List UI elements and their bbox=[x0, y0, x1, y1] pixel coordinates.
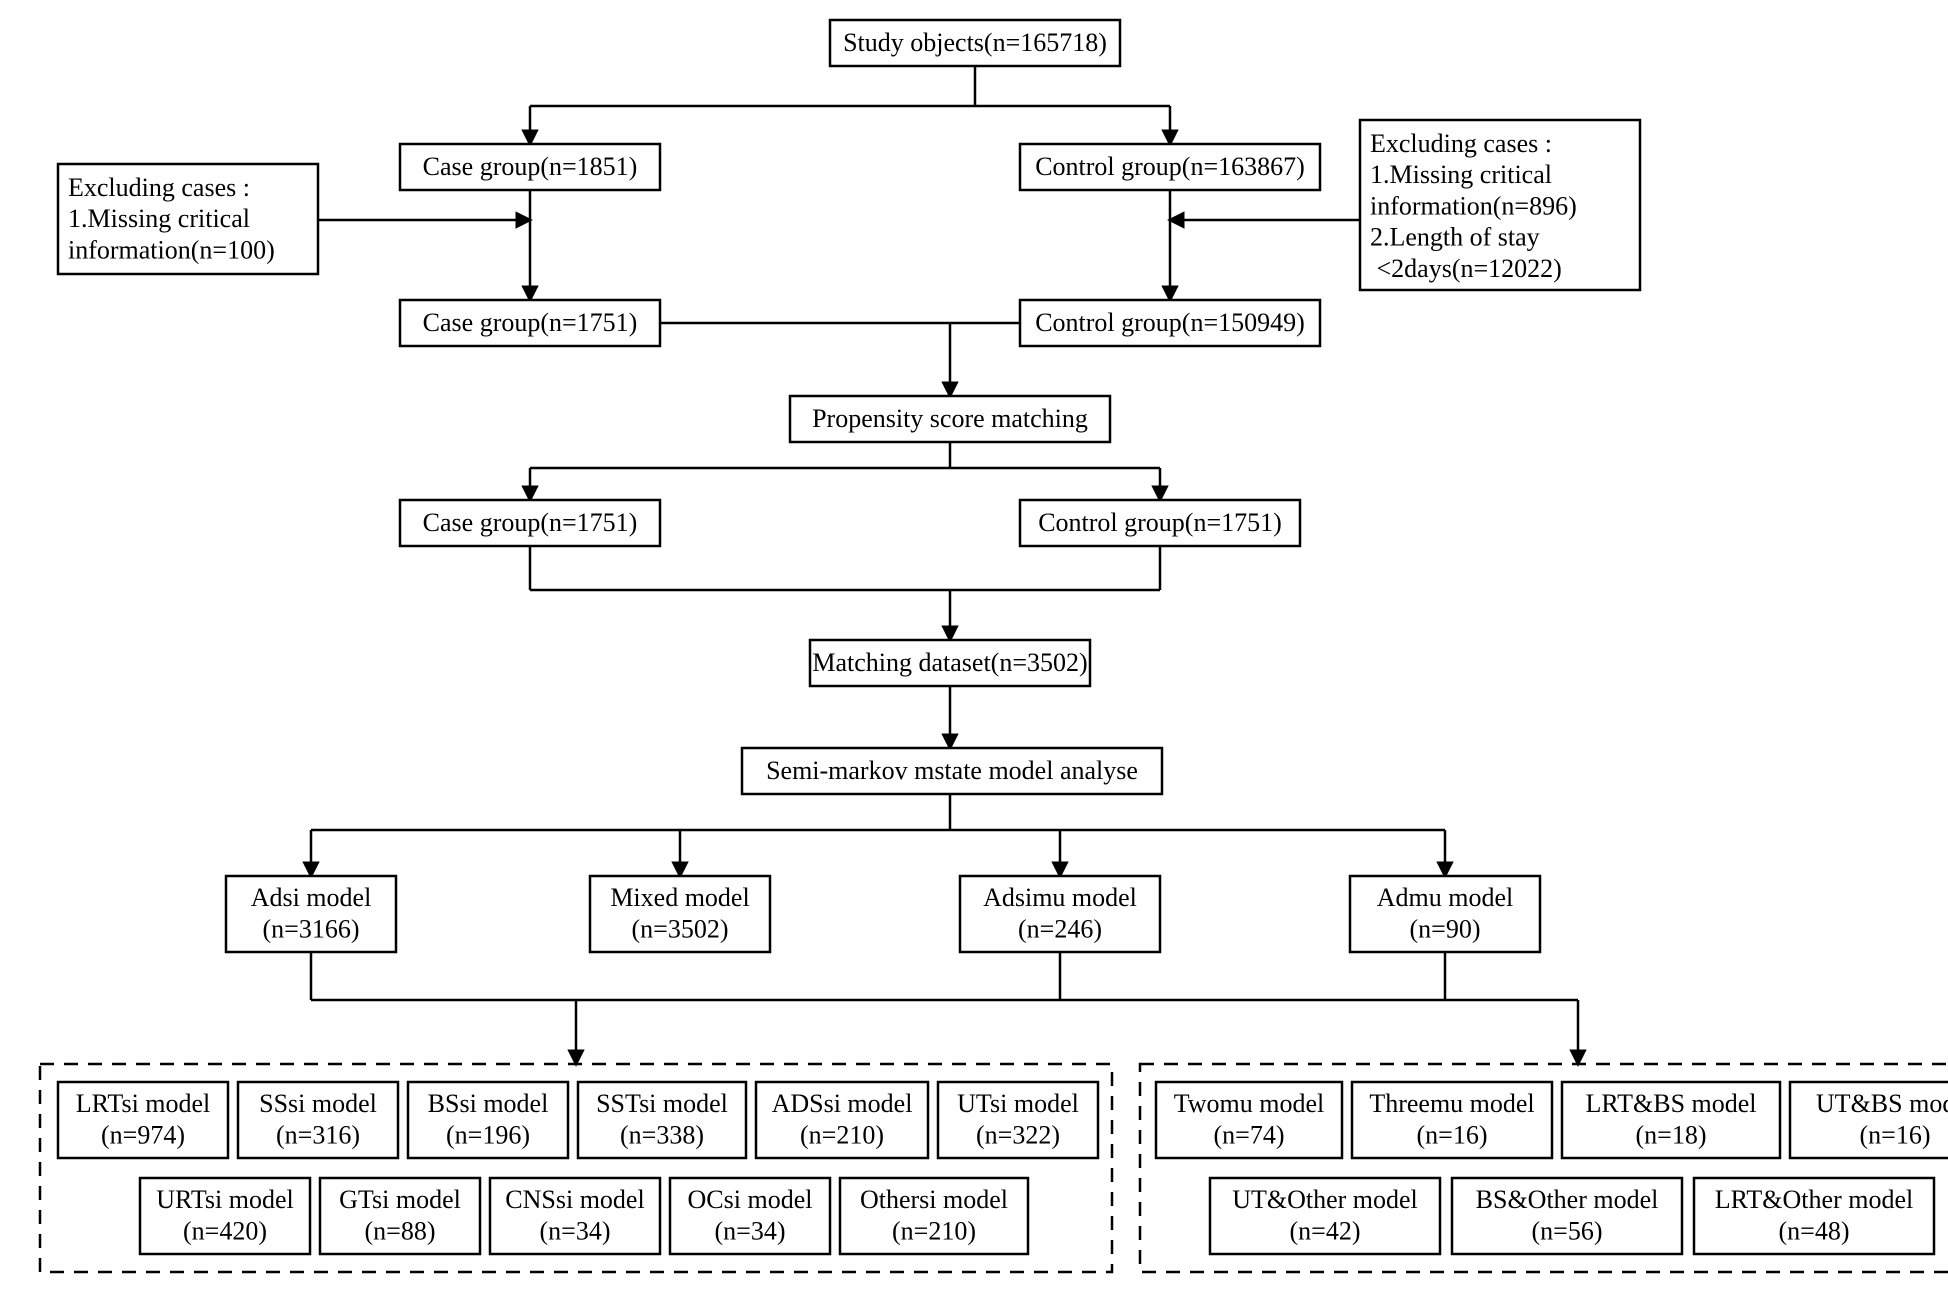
label-match: Matching dataset(n=3502) bbox=[812, 648, 1087, 677]
label-excl_l: Excluding cases :1.Missing criticalinfor… bbox=[68, 173, 275, 264]
label-excl_r: Excluding cases :1.Missing criticalinfor… bbox=[1370, 129, 1577, 283]
label-ctrl3: Control group(n=1751) bbox=[1038, 508, 1282, 537]
label-semi: Semi-markov mstate model analyse bbox=[766, 756, 1138, 785]
flowchart-canvas: Study objects(n=165718) Case group(n=1851… bbox=[0, 0, 1948, 1309]
label-psm: Propensity score matching bbox=[812, 404, 1088, 433]
label-case2: Case group(n=1751) bbox=[423, 308, 638, 337]
label-study: Study objects(n=165718) bbox=[843, 28, 1107, 57]
label-case3: Case group(n=1751) bbox=[423, 508, 638, 537]
label-ctrl2: Control group(n=150949) bbox=[1035, 308, 1305, 337]
label-case1: Case group(n=1851) bbox=[423, 152, 638, 181]
label-ctrl1: Control group(n=163867) bbox=[1035, 152, 1305, 181]
